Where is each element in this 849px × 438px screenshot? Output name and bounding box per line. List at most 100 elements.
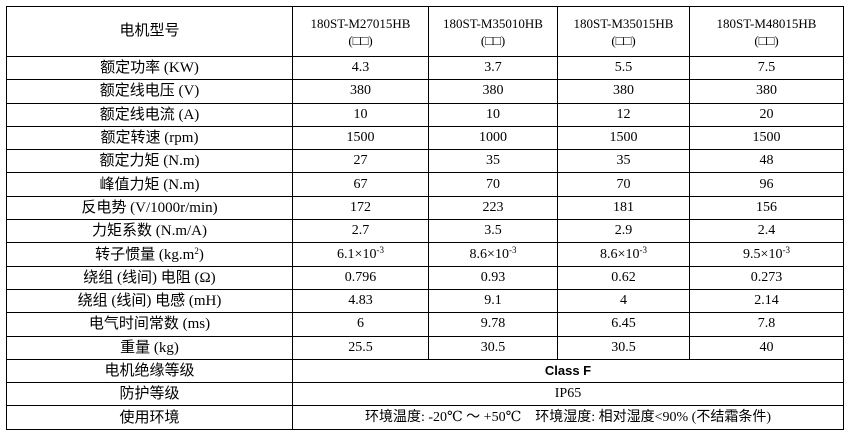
cell: 2.14 [689,288,844,314]
text: 0.62 [611,269,636,285]
spec-row: 转子惯量 (kg.m2) 6.1×10-3 8.6×10-3 8.6×10-3 9.5×… [6,242,844,267]
text: 2 [194,245,199,256]
cell: 4 [557,288,690,314]
text: 3.7 [484,60,502,76]
row-label: 反电势 (V/1000r/min) [6,195,293,221]
text: 48 [759,153,774,169]
text: 10 [353,106,368,122]
cell: 20 [689,102,844,127]
text: 9.5×10 [743,246,783,262]
text: 180ST-M35015HB [573,15,674,31]
cell: 35 [428,149,558,174]
text: 35 [616,153,631,169]
header-label: 电机型号 [6,6,293,57]
cell: 380 [292,79,429,104]
text: 4.3 [351,60,370,76]
text: 223 [482,199,504,215]
span-row: 防护等级 IP65 [6,382,844,407]
text: 1500 [346,130,375,146]
text: 额定转速 (rpm) [100,130,199,147]
row-label: 力矩系数 (N.m/A) [6,219,293,244]
text: 6.1×10 [337,246,377,262]
header-row: 电机型号 180ST-M27015HB (□□) 180ST-M35010HB (□□)… [6,6,844,57]
cell: 1500 [292,125,429,151]
cell: 70 [557,172,690,197]
spec-row: 额定转速 (rpm) 1500 1000 1500 1500 [6,125,844,151]
cell: 6.1×10-3 [292,242,429,267]
cell: 172 [292,195,429,221]
text: (□□) [480,32,506,48]
row-label: 防护等级 [6,382,293,407]
text: 4 [620,293,627,309]
text: 180ST-M48015HB [716,15,817,31]
text: 4.83 [348,293,373,309]
cell: 1000 [428,125,558,151]
text: 2.9 [614,223,633,239]
cell: 7.8 [689,312,844,337]
cell: 27 [292,149,429,174]
cell: 8.6×10-3 [428,242,558,267]
text: 1000 [479,130,507,146]
model-header: 180ST-M48015HB (□□) [689,6,844,57]
cell: 67 [292,172,429,197]
text: 2.4 [757,223,776,239]
cell: 7.5 [689,55,844,81]
text: 10 [486,106,500,122]
text: 力矩系数 (N.m/A) [92,223,207,240]
cell: 30.5 [557,335,690,360]
cell: 3.5 [428,219,558,244]
text: 额定力矩 (N.m) [99,153,200,170]
spec-row: 额定功率 (KW) 4.3 3.7 5.5 7.5 [6,55,844,81]
text: 67 [353,176,368,192]
text: -3 [639,244,647,255]
cell: 2.9 [557,219,690,244]
text: 6 [357,316,364,332]
text: 30.5 [480,339,506,355]
cell: 6 [292,312,429,337]
spec-row: 绕组 (线间) 电阻 (Ω) 0.796 0.93 0.62 0.273 [6,265,844,290]
cell: 48 [689,149,844,174]
text: 8.6×10 [469,246,509,262]
text: 额定线电压 (V) [99,83,200,100]
row-label: 绕组 (线间) 电感 (mH) [6,288,293,314]
cell: 4.3 [292,55,429,81]
spec-row: 峰值力矩 (N.m) 67 70 70 96 [6,172,844,197]
cell: 96 [689,172,844,197]
text: 7.5 [757,60,776,76]
table-body: 电机型号 180ST-M27015HB (□□) 180ST-M35010HB (□□)… [6,6,844,430]
text: 380 [756,83,777,99]
text: 环境温度: -20℃ ～ +50℃ 环境湿度: 相对湿度<90% (不结霜条件) [364,409,772,425]
text: 35 [486,153,500,169]
cell: 5.5 [557,55,690,81]
row-label: 额定线电压 (V) [6,79,293,104]
cell: 9.78 [428,312,558,337]
spec-row: 额定线电流 (A) 10 10 12 20 [6,102,844,127]
text: 绕组 (线间) 电阻 (Ω) [83,269,216,286]
row-label: 峰值力矩 (N.m) [6,172,293,197]
text: 反电势 (V/1000r/min) [81,199,218,216]
row-label: 额定线电流 (A) [6,102,293,127]
text: 7.8 [757,316,776,332]
cell: 380 [428,79,558,104]
cell: 181 [557,195,690,221]
text: 172 [350,199,371,215]
row-label: 转子惯量 (kg.m2) [6,242,293,267]
text: (□□) [611,32,636,48]
cell: 380 [689,79,844,104]
text: 181 [613,199,634,215]
text: 防护等级 [119,386,180,403]
text: 额定线电流 (A) [99,106,200,123]
row-label: 电机绝缘等级 [6,358,293,384]
text: 0.93 [480,269,506,285]
model-header: 180ST-M35010HB (□□) [428,6,558,57]
text: 电机绝缘等级 [104,363,195,379]
text: 27 [353,153,368,169]
row-label: 额定功率 (KW) [6,55,293,81]
text: 重量 (kg) [120,339,179,356]
row-label: 电气时间常数 (ms) [6,312,293,337]
span-cell: Class F [292,358,844,384]
text: -3 [782,244,790,255]
text: 转子惯量 (kg.m [95,246,195,263]
cell: 2.4 [689,219,844,244]
text: 156 [756,199,777,215]
